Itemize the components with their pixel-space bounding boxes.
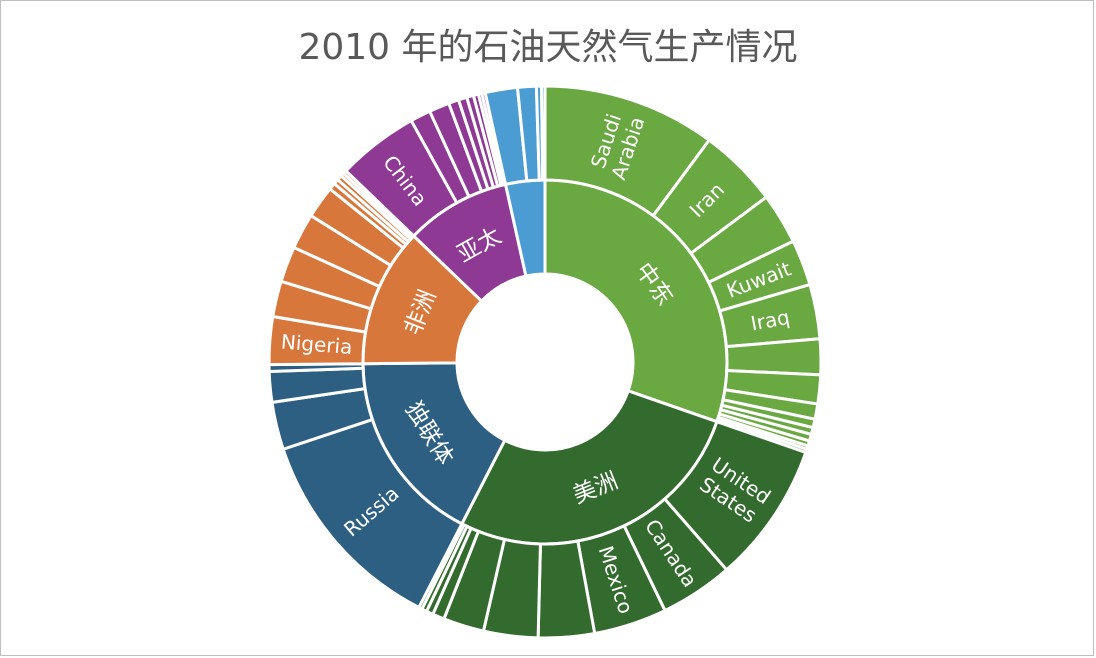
country-slice xyxy=(540,84,547,182)
country-slice xyxy=(724,337,823,377)
chart-title: 2010 年的石油天然气生产情况 xyxy=(298,27,798,68)
country-label: Nigeria xyxy=(280,330,353,360)
